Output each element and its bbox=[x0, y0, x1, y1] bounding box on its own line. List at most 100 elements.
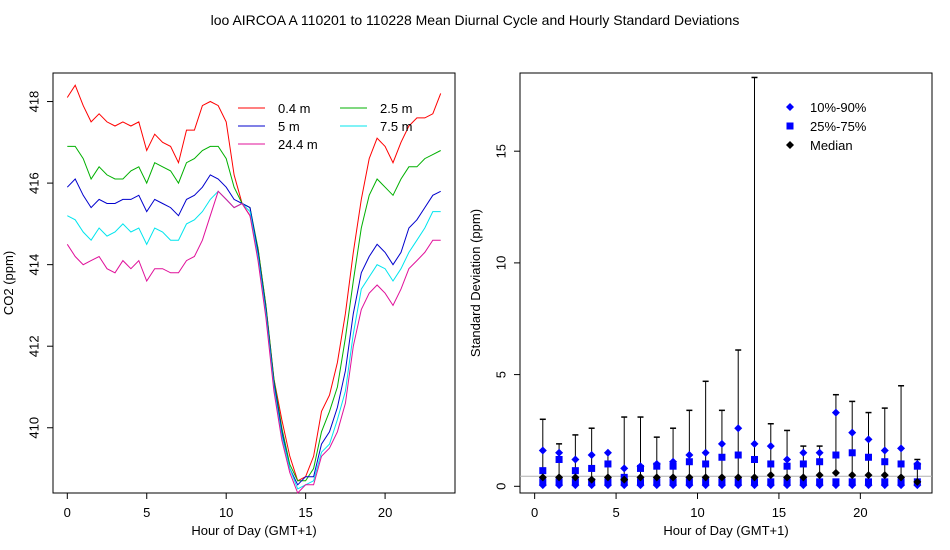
point-median bbox=[669, 473, 678, 482]
point-25-75 bbox=[881, 458, 889, 466]
point-median bbox=[652, 473, 661, 482]
point-median bbox=[620, 475, 629, 484]
point-25-75 bbox=[750, 455, 758, 463]
point-10-90 bbox=[587, 451, 596, 460]
point-median bbox=[571, 473, 580, 482]
point-25-75 bbox=[913, 462, 921, 470]
point-median bbox=[603, 473, 612, 482]
legend-label: Median bbox=[810, 138, 853, 153]
y-tick-label: 5 bbox=[493, 371, 508, 378]
y-tick-label: 15 bbox=[493, 144, 508, 158]
x-tick-label: 0 bbox=[531, 505, 538, 520]
point-25-75 bbox=[864, 453, 872, 461]
point-25-75 bbox=[669, 462, 677, 470]
point-25-75 bbox=[799, 460, 807, 468]
point-25-75 bbox=[734, 478, 742, 486]
point-25-75 bbox=[637, 478, 645, 486]
point-25-75 bbox=[816, 458, 824, 466]
y-tick-label: 414 bbox=[26, 254, 41, 276]
point-median bbox=[636, 473, 645, 482]
point-25-75 bbox=[604, 478, 612, 486]
x-axis-label: Hour of Day (GMT+1) bbox=[663, 523, 788, 538]
point-25-75 bbox=[702, 478, 710, 486]
point-25-75 bbox=[864, 478, 872, 486]
point-25-75 bbox=[767, 478, 775, 486]
point-25-75 bbox=[702, 460, 710, 468]
point-median bbox=[897, 473, 906, 482]
point-10-90 bbox=[799, 448, 808, 457]
point-25-75 bbox=[539, 478, 547, 486]
point-median bbox=[555, 473, 564, 482]
point-25-75 bbox=[653, 462, 661, 470]
point-10-90 bbox=[783, 455, 792, 464]
point-10-90 bbox=[571, 455, 580, 464]
point-25-75 bbox=[588, 464, 596, 472]
series-line-2-5-m bbox=[67, 145, 441, 482]
point-median bbox=[587, 475, 596, 484]
point-10-90 bbox=[717, 439, 726, 448]
point-median bbox=[880, 471, 889, 480]
point-10-90 bbox=[880, 446, 889, 455]
point-25-75 bbox=[832, 478, 840, 486]
point-median bbox=[783, 473, 792, 482]
point-25-75 bbox=[767, 460, 775, 468]
point-median bbox=[734, 473, 743, 482]
legend-label: 7.5 m bbox=[380, 119, 413, 134]
y-tick-label: 10 bbox=[493, 256, 508, 270]
point-25-75 bbox=[571, 467, 579, 475]
x-tick-label: 10 bbox=[690, 505, 704, 520]
point-25-75 bbox=[832, 451, 840, 459]
legend-label: 2.5 m bbox=[380, 101, 413, 116]
y-tick-label: 418 bbox=[26, 91, 41, 113]
series-line-5-m bbox=[66, 174, 441, 486]
point-25-75 bbox=[685, 478, 693, 486]
point-median bbox=[538, 473, 547, 482]
point-25-75 bbox=[604, 460, 612, 468]
y-tick-label: 0 bbox=[493, 483, 508, 490]
point-25-75 bbox=[848, 478, 856, 486]
point-10-90 bbox=[897, 444, 906, 453]
point-median bbox=[685, 473, 694, 482]
point-10-90 bbox=[815, 448, 824, 457]
legend-label: 24.4 m bbox=[278, 137, 318, 152]
x-tick-label: 5 bbox=[143, 505, 150, 520]
point-10-90 bbox=[538, 446, 547, 455]
point-25-75 bbox=[718, 453, 726, 461]
point-25-75 bbox=[783, 478, 791, 486]
point-25-75 bbox=[637, 464, 645, 472]
point-25-75 bbox=[718, 478, 726, 486]
point-10-90 bbox=[685, 451, 694, 460]
y-axis-label: CO2 (ppm) bbox=[1, 251, 16, 315]
point-10-90 bbox=[555, 448, 564, 457]
figure-title: loo AIRCOA A 110201 to 110228 Mean Diurn… bbox=[211, 12, 740, 28]
y-axis-label: Standard Deviation (ppm) bbox=[468, 209, 483, 357]
point-10-90 bbox=[701, 448, 710, 457]
point-median bbox=[766, 471, 775, 480]
x-tick-label: 5 bbox=[612, 505, 619, 520]
point-25-75 bbox=[897, 460, 905, 468]
point-25-75 bbox=[848, 449, 856, 457]
point-10-90 bbox=[831, 408, 840, 417]
x-tick-label: 20 bbox=[853, 505, 867, 520]
point-25-75 bbox=[555, 478, 563, 486]
point-median bbox=[815, 471, 824, 480]
legend-marker bbox=[786, 141, 794, 149]
x-tick-label: 0 bbox=[64, 505, 71, 520]
point-25-75 bbox=[571, 478, 579, 486]
point-25-75 bbox=[897, 478, 905, 486]
point-10-90 bbox=[734, 424, 743, 433]
x-tick-label: 20 bbox=[378, 505, 392, 520]
co2-diurnal-panel: 0 5 10 15 20 410 412 414 416 418 Hour of Day (GMT+… bbox=[1, 72, 456, 538]
y-tick-label: 412 bbox=[26, 335, 41, 357]
y-tick-label: 410 bbox=[26, 417, 41, 439]
series-line-0-4-m bbox=[66, 84, 442, 482]
point-25-75 bbox=[669, 478, 677, 486]
point-10-90 bbox=[620, 464, 629, 473]
point-median bbox=[864, 471, 873, 480]
point-25-75 bbox=[555, 455, 563, 463]
legend-label: 0.4 m bbox=[278, 101, 311, 116]
point-25-75 bbox=[653, 478, 661, 486]
point-25-75 bbox=[685, 458, 693, 466]
legend-label: 10%-90% bbox=[810, 100, 867, 115]
point-median bbox=[701, 473, 710, 482]
